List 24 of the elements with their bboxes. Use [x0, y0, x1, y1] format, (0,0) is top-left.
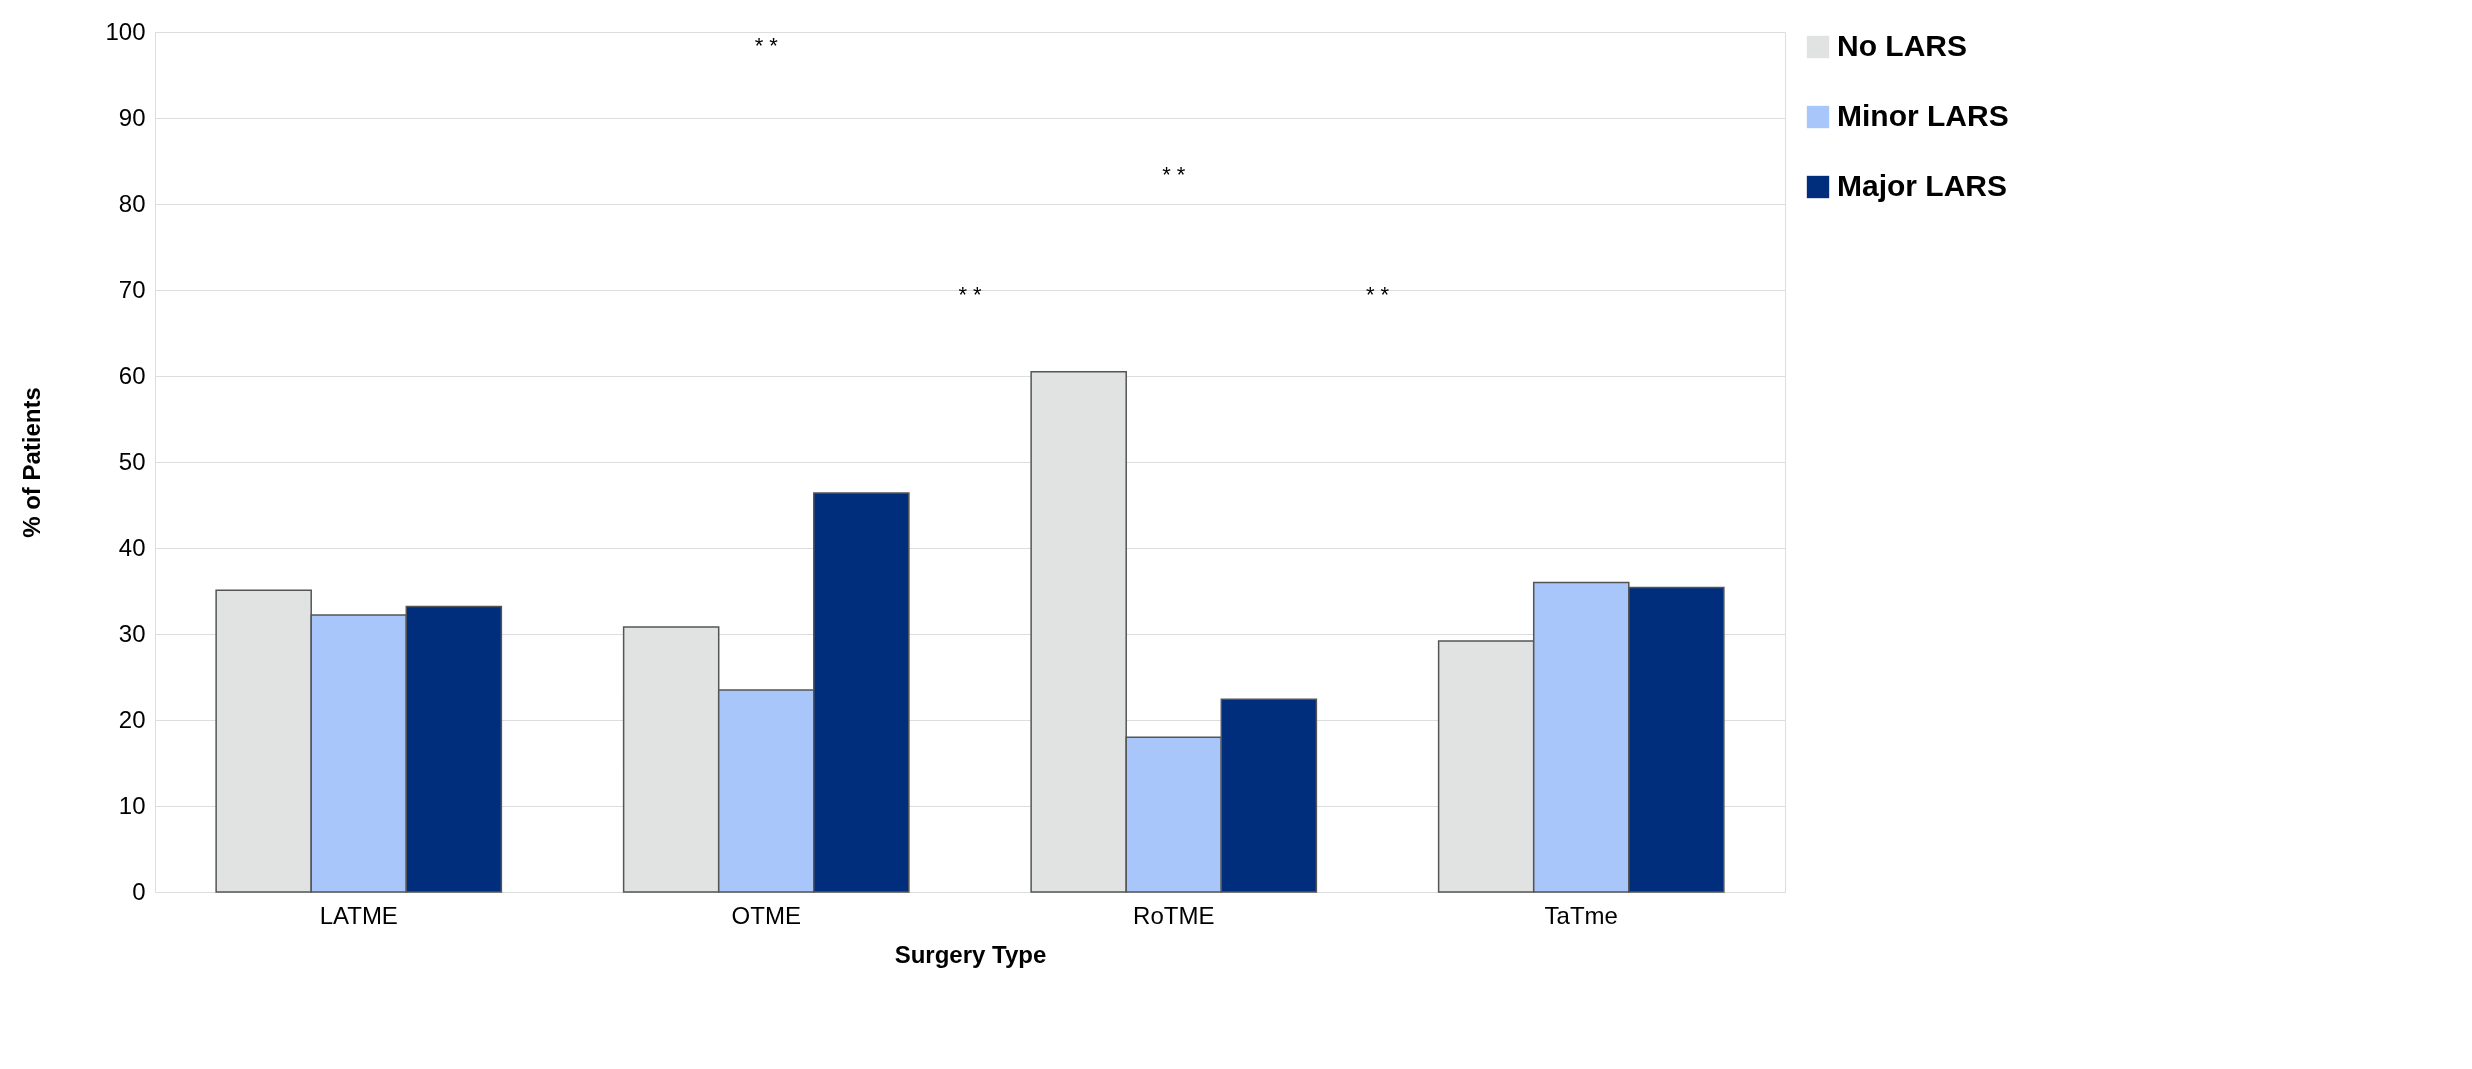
- x-tick-label: LATME: [319, 901, 398, 929]
- y-tick-label: 70: [118, 275, 146, 303]
- y-tick-label: 80: [118, 189, 146, 217]
- legend-label: Major LARS: [1837, 169, 2008, 202]
- y-tick-label: 10: [118, 791, 146, 819]
- y-tick-label: 100: [105, 17, 146, 45]
- y-tick-label: 30: [118, 619, 146, 647]
- y-tick-label: 20: [118, 705, 146, 733]
- annotation: * *: [1162, 161, 1186, 187]
- y-tick-label: 40: [118, 533, 146, 561]
- x-tick-label: OTME: [731, 901, 801, 929]
- annotation: * *: [754, 32, 779, 58]
- y-tick-label: 60: [118, 361, 146, 389]
- y-tick-label: 90: [118, 103, 146, 131]
- legend-label: No LARS: [1837, 29, 1967, 62]
- x-tick-label: RoTME: [1133, 901, 1215, 929]
- x-axis-title: Surgery Type: [894, 940, 1047, 968]
- y-axis-title: % of Patients: [18, 387, 46, 538]
- y-tick-label: 0: [132, 877, 146, 905]
- y-tick-label: 50: [118, 447, 146, 475]
- x-tick-label: TaTme: [1544, 901, 1618, 929]
- annotation: * *: [958, 282, 983, 308]
- legend-label: Minor LARS: [1837, 99, 2009, 132]
- annotation: * *: [1365, 282, 1390, 308]
